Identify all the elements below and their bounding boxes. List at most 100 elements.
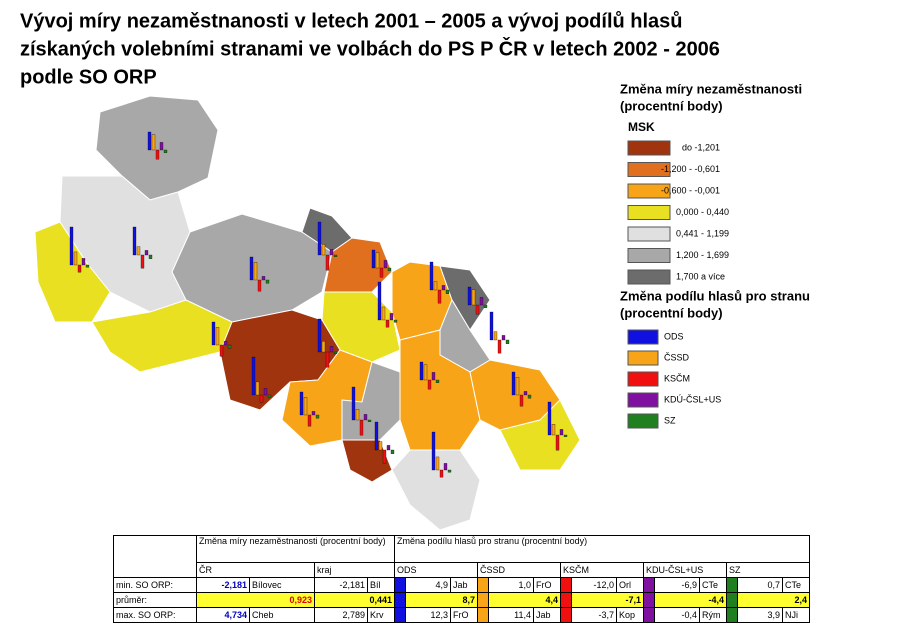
map-bar-glyph (321, 341, 326, 353)
map-bar-glyph (387, 267, 392, 271)
map-bar-glyph (317, 318, 322, 353)
party-strip (560, 577, 572, 593)
place-cell: FrO (533, 577, 561, 593)
legend-title: (procentní body) (620, 305, 723, 320)
legend-swatch (627, 162, 671, 177)
party-strip (726, 577, 738, 593)
legend-swatch (627, 371, 659, 387)
value-cell: 0,7 (737, 577, 783, 593)
map-bar-glyph (501, 335, 506, 341)
party-strip (477, 592, 489, 608)
place-cell: Krv (367, 607, 395, 623)
header-row: Změna míry nezaměstnanosti (procentní bo… (113, 535, 810, 578)
corner-cell (113, 535, 197, 578)
map-bar-glyph (471, 289, 476, 306)
map-bar-glyph (367, 419, 372, 422)
legend-label: do -1,201 (682, 142, 720, 152)
legend-label: KDÚ-ČSL+US (664, 394, 721, 404)
map-bar-glyph (307, 414, 312, 427)
map-bar-glyph (497, 339, 502, 354)
title: podle SO ORP (20, 66, 157, 88)
map-region (95, 95, 219, 201)
place-cell: NJi (782, 607, 810, 623)
table-row: průměr: 0,923 0,441 8,7 4,4 -7,1 -4,4 2,4 (113, 592, 810, 608)
legend-title: Změna míry nezaměstnanosti (620, 81, 802, 96)
map-bar-glyph (263, 388, 268, 396)
map-bar-glyph (73, 251, 78, 266)
value-cell: 8,7 (405, 592, 478, 608)
legend-swatch (627, 413, 659, 429)
value-cell: -12,0 (571, 577, 617, 593)
map-bar-glyph (479, 297, 484, 306)
value-cell: 4,734 (196, 607, 250, 623)
legend-label: 0,000 - 0,440 (676, 207, 729, 217)
party-strip (643, 607, 655, 623)
map-bar-glyph (155, 149, 160, 160)
map-bar-glyph (136, 246, 141, 256)
map-bar-glyph (259, 394, 264, 403)
column-header: KSČM (560, 562, 644, 578)
map-bar-glyph (257, 279, 262, 292)
map-bar-glyph (381, 306, 386, 321)
legend-title: Změna podílu hlasů pro stranu (620, 288, 810, 303)
map-bar-glyph (386, 445, 391, 451)
map-bar-glyph (267, 394, 272, 398)
row-label: min. SO ORP: (113, 577, 197, 593)
title: Vývoj míry nezaměstnanosti v letech 2001… (20, 10, 683, 32)
map-bar-glyph (325, 254, 330, 271)
value-cell: 3,9 (737, 607, 783, 623)
legend-label: 1,200 - 1,699 (676, 250, 729, 260)
map-bar-glyph (383, 260, 388, 269)
place-cell: CTe (782, 577, 810, 593)
legend-label: -0,600 - -0,001 (661, 185, 720, 195)
map-region (341, 439, 393, 483)
value-cell: -0,4 (654, 607, 700, 623)
party-strip (394, 607, 406, 623)
row-label: max. SO ORP: (113, 607, 197, 623)
map-bar-glyph (467, 286, 472, 306)
value-cell: 4,4 (488, 592, 561, 608)
map-bar-glyph (527, 394, 532, 399)
map-bar-glyph (551, 424, 556, 436)
column-header: KDU-ČSL+US (643, 562, 727, 578)
map-bar-glyph (321, 244, 326, 256)
value-cell: -7,1 (571, 592, 644, 608)
legend-label: -1,200 - -0,601 (661, 164, 720, 174)
value-cell: 12,3 (405, 607, 451, 623)
map-bar-glyph (227, 344, 232, 349)
map-bar-glyph (435, 456, 440, 471)
legend-label: KSČM (664, 373, 690, 383)
legend-label: ODS (664, 331, 684, 341)
party-strip (560, 607, 572, 623)
map-bar-glyph (443, 463, 448, 471)
map-bar-glyph (251, 356, 256, 396)
map-bar-glyph (163, 149, 168, 153)
value-cell: -2,181 (196, 577, 250, 593)
map-bar-glyph (511, 371, 516, 396)
value-cell: 0,441 (314, 592, 395, 608)
map-bar-glyph (215, 327, 220, 346)
column-header: ČSSD (477, 562, 561, 578)
map-bar-glyph (299, 391, 304, 416)
column-header: kraj (314, 562, 395, 578)
map-bar-glyph (69, 226, 74, 266)
map-bar-glyph (433, 281, 438, 291)
map-bar-glyph (132, 226, 137, 256)
party-strip (477, 577, 489, 593)
map-bar-glyph (261, 276, 266, 281)
map-bar-glyph (249, 256, 254, 281)
party-strip (643, 592, 655, 608)
map-bar-glyph (382, 449, 387, 464)
map-bar-glyph (435, 379, 440, 383)
map-bar-glyph (223, 341, 228, 346)
map-bar-glyph (379, 267, 384, 278)
map-bar-glyph (559, 429, 564, 436)
map-bar-glyph (77, 264, 82, 273)
map-bar-glyph (393, 319, 398, 323)
party-strip (726, 607, 738, 623)
map-bar-glyph (253, 262, 258, 281)
map-bar-glyph (519, 394, 524, 407)
map-bar-glyph (423, 364, 428, 381)
map-bar-glyph (445, 289, 450, 294)
